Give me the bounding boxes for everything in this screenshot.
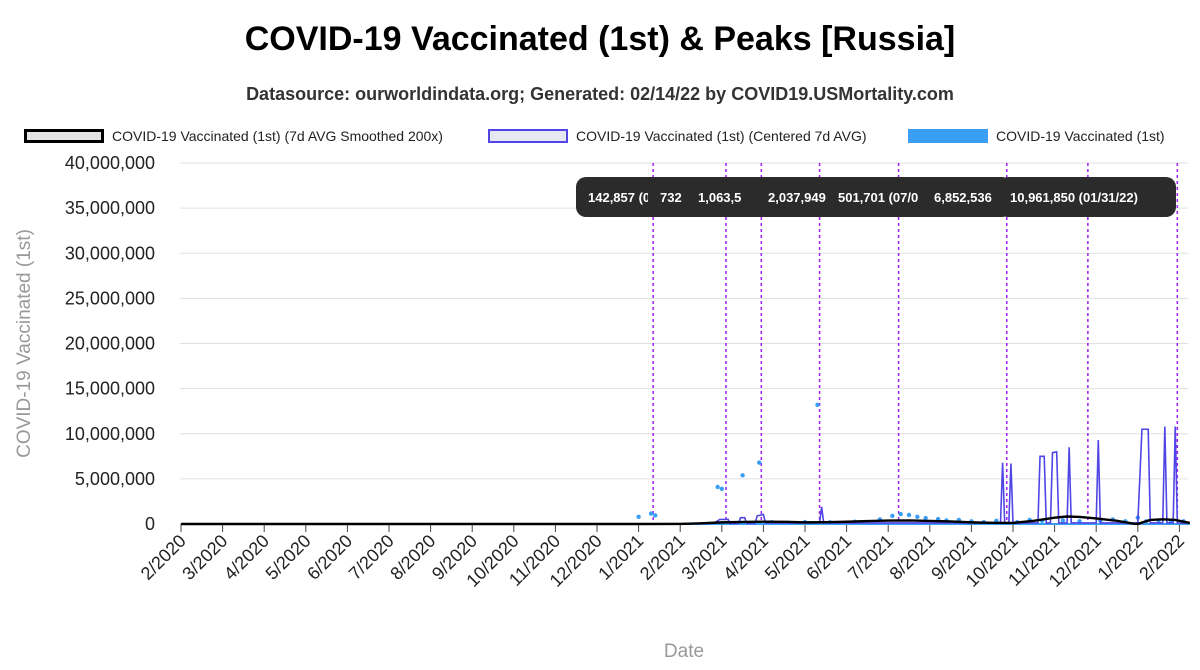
legend-item-centered[interactable]: COVID-19 Vaccinated (1st) (Centered 7d A… <box>488 125 867 147</box>
x-tick-label: 3/2021 <box>678 531 731 584</box>
x-tick-label: 6/2021 <box>802 531 855 584</box>
raw-data-point <box>715 484 720 490</box>
raw-data-point <box>719 486 724 492</box>
peak-label-text: 10,961,850 (01/31/22) <box>1010 190 1138 205</box>
raw-data-point <box>740 473 745 478</box>
legend-label-centered: COVID-19 Vaccinated (1st) (Centered 7d A… <box>576 128 867 144</box>
x-tick-label: 6/2020 <box>303 531 356 584</box>
legend-item-raw[interactable]: COVID-19 Vaccinated (1st) <box>908 125 1165 147</box>
chart-subtitle: Datasource: ourworldindata.org; Generate… <box>246 84 954 104</box>
y-tick-label: 0 <box>145 514 155 534</box>
raw-data-point <box>890 513 895 519</box>
legend-swatch-raw <box>908 129 988 143</box>
legend-item-smoothed[interactable]: COVID-19 Vaccinated (1st) (7d AVG Smooth… <box>24 125 443 147</box>
peak-label-text: 2,037,949 (0 <box>768 190 841 205</box>
y-tick-label: 35,000,000 <box>65 198 155 218</box>
x-axis-title: Date <box>664 641 704 662</box>
smoothed-avg-line <box>181 515 1191 526</box>
peak-label-text: 501,701 (07/0 <box>838 190 918 205</box>
y-tick-label: 5,000,000 <box>75 469 155 489</box>
raw-data-point <box>906 512 912 518</box>
legend-label-smoothed: COVID-19 Vaccinated (1st) (7d AVG Smooth… <box>112 128 443 144</box>
raw-data-point <box>923 515 928 521</box>
centered-avg-line <box>180 426 1190 525</box>
peak-label-text: 732 <box>660 190 682 205</box>
x-tick-label: 1/2022 <box>1094 531 1147 584</box>
raw-data-point <box>757 460 762 465</box>
raw-data-point <box>653 513 658 518</box>
legend-label-raw: COVID-19 Vaccinated (1st) <box>996 128 1165 144</box>
x-tick-label: 2/2022 <box>1135 531 1188 584</box>
y-tick-label: 25,000,000 <box>65 288 155 308</box>
x-tick-label: 7/2020 <box>345 531 398 584</box>
chart-title: COVID-19 Vaccinated (1st) & Peaks [Russi… <box>244 20 956 58</box>
peak-label-box <box>922 177 1012 217</box>
y-tick-label: 30,000,000 <box>65 243 155 263</box>
raw-data-point <box>898 511 903 517</box>
x-tick-label: 1/2021 <box>594 531 647 584</box>
peak-label-text: 1,063,5 <box>698 190 741 205</box>
raw-data-point <box>815 402 820 408</box>
x-tick-label: 7/2021 <box>844 531 897 584</box>
x-tick-label: 5/2021 <box>761 531 814 584</box>
legend: COVID-19 Vaccinated (1st) (7d AVG Smooth… <box>0 125 1200 147</box>
x-tick-label: 2/2020 <box>137 531 190 584</box>
peak-label-text: 142,857 (0 <box>588 190 650 205</box>
x-tick-label: 4/2021 <box>719 531 772 584</box>
y-tick-label: 20,000,000 <box>65 334 155 354</box>
x-tick-label: 8/2021 <box>886 531 939 584</box>
raw-data-point <box>915 514 920 519</box>
y-axis-title: COVID-19 Vaccinated (1st) <box>14 229 35 458</box>
x-tick-label: 8/2020 <box>386 531 439 584</box>
y-tick-label: 40,000,000 <box>65 153 155 173</box>
legend-swatch-centered <box>488 129 568 143</box>
y-tick-label: 15,000,000 <box>65 379 155 399</box>
raw-data-point <box>636 514 641 519</box>
x-tick-label: 3/2020 <box>178 531 231 584</box>
peak-label-box <box>998 177 1176 217</box>
legend-swatch-smoothed <box>24 129 104 143</box>
y-tick-label: 10,000,000 <box>65 424 155 444</box>
x-tick-label: 2/2021 <box>636 531 689 584</box>
raw-data-point <box>648 511 654 516</box>
peak-label-text: 6,852,536 <box>934 190 992 205</box>
x-tick-label: 5/2020 <box>262 531 315 584</box>
x-tick-label: 4/2020 <box>220 531 273 584</box>
raw-data-point <box>1060 518 1066 523</box>
